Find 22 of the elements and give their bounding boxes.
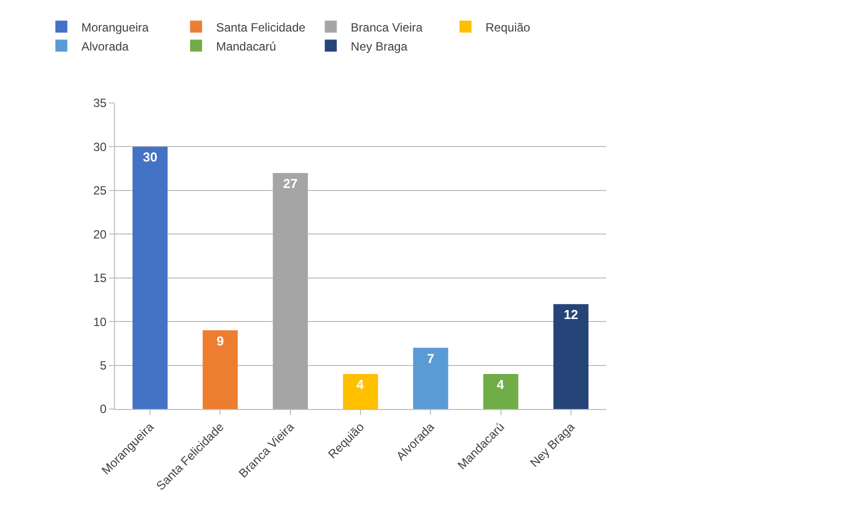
y-tick-label: 35 xyxy=(93,96,107,110)
y-tick-label: 10 xyxy=(93,314,107,329)
data-label: 4 xyxy=(356,377,364,392)
legend-label: Ney Braga xyxy=(350,39,408,54)
data-label: 30 xyxy=(142,150,158,165)
y-tick-label: 25 xyxy=(93,184,107,198)
y-tick-label: 20 xyxy=(93,227,107,242)
legend-label: Alvorada xyxy=(81,39,130,54)
data-label: 4 xyxy=(496,377,505,392)
legend-label: Requião xyxy=(486,20,531,34)
data-label: 27 xyxy=(283,176,298,191)
y-tick-label: 30 xyxy=(93,140,107,154)
legend-label: Mandacarú xyxy=(216,39,276,54)
data-label: 7 xyxy=(427,350,434,366)
legend-label: Morangueira xyxy=(81,20,150,34)
y-tick-label: 0 xyxy=(100,402,107,416)
y-tick-label: 5 xyxy=(100,358,107,372)
y-tick-label: 15 xyxy=(93,271,107,286)
data-label: 12 xyxy=(564,307,578,322)
legend-label: Santa Felicidade xyxy=(216,20,306,34)
legend-label: Branca Vieira xyxy=(350,20,423,34)
data-label: 9 xyxy=(216,333,224,348)
